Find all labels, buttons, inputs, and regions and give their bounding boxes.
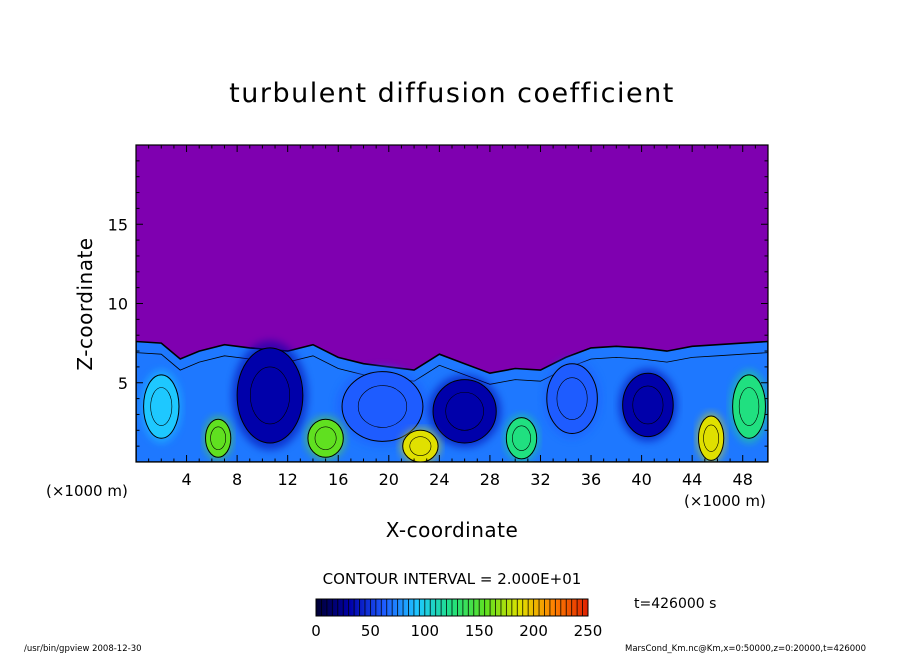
x-tick-label: 4 [181, 470, 191, 489]
colorbar: 0 50 100 150 200 250 [311, 598, 602, 640]
feature-3 [432, 379, 497, 444]
x-axis-label: X-coordinate [386, 518, 519, 542]
feature-contour [556, 377, 588, 420]
x-tick-label: 28 [480, 470, 500, 489]
y-tick-label: 5 [118, 374, 128, 393]
feature-7 [732, 374, 766, 439]
colorbar-tick-label: 100 [410, 622, 439, 640]
chart-title: turbulent diffusion coefficient [229, 78, 675, 109]
feature-contour [512, 425, 531, 451]
feature-5 [622, 372, 674, 438]
feature-contour [150, 387, 173, 426]
feature-contour [210, 426, 227, 450]
x-ticks: 4 8 12 16 20 24 28 32 36 40 44 48 [135, 145, 769, 489]
contour-line [136, 352, 768, 385]
feature-contour [357, 385, 408, 428]
feature-9 [307, 418, 344, 458]
colorbar-tick-label: 0 [311, 622, 321, 640]
x-tick-label: 8 [232, 470, 242, 489]
x-tick-label: 16 [328, 470, 348, 489]
feature-2 [341, 371, 424, 442]
y-ticks: 5 10 15 [108, 144, 768, 463]
x-tick-label: 44 [682, 470, 702, 489]
feature-6 [143, 374, 180, 439]
x-tick-label: 20 [379, 470, 399, 489]
x-tick-label: 24 [429, 470, 449, 489]
footer-left: /usr/bin/gpview 2008-12-30 [24, 644, 142, 654]
x-unit-right: (×1000 m) [684, 492, 766, 510]
feature-contour [632, 385, 664, 425]
x-tick-label: 36 [581, 470, 601, 489]
feature-contour [409, 436, 432, 456]
colorbar-frame [315, 598, 589, 617]
feature-contour [314, 426, 337, 450]
feature-8 [205, 418, 232, 458]
y-tick-label: 15 [108, 215, 128, 234]
colorbar-tick-label: 250 [574, 622, 603, 640]
colorbar-tick-label: 50 [361, 622, 380, 640]
feature-12 [697, 415, 725, 461]
colorbar-tick-label: 200 [519, 622, 548, 640]
feature-contour [703, 424, 720, 452]
x-tick-label: 40 [631, 470, 651, 489]
colorbar-tick-label: 150 [465, 622, 494, 640]
x-tick-label: 32 [530, 470, 550, 489]
y-tick-label: 10 [108, 295, 128, 314]
x-unit-left: (×1000 m) [46, 482, 128, 500]
contour-interval-label: CONTOUR INTERVAL = 2.000E+01 [323, 570, 582, 588]
feature-4 [546, 363, 598, 434]
colorbar-ticks: 0 50 100 150 200 250 [311, 622, 602, 640]
footer-right: MarsCond_Km.nc@Km,x=0:50000,z=0:20000,t=… [625, 644, 866, 654]
feature-contour [738, 387, 760, 426]
y-axis-label: Z-coordinate [73, 237, 97, 370]
feature-contour [249, 366, 291, 425]
time-label: t=426000 s [634, 596, 716, 612]
feature-11 [505, 417, 538, 460]
feature-contour [445, 391, 484, 431]
x-tick-label: 48 [733, 470, 753, 489]
feature-1 [236, 347, 304, 444]
feature-10 [402, 429, 439, 462]
x-tick-label: 12 [278, 470, 298, 489]
heatmap-field [136, 340, 768, 462]
colorbar-stripes [320, 599, 584, 616]
